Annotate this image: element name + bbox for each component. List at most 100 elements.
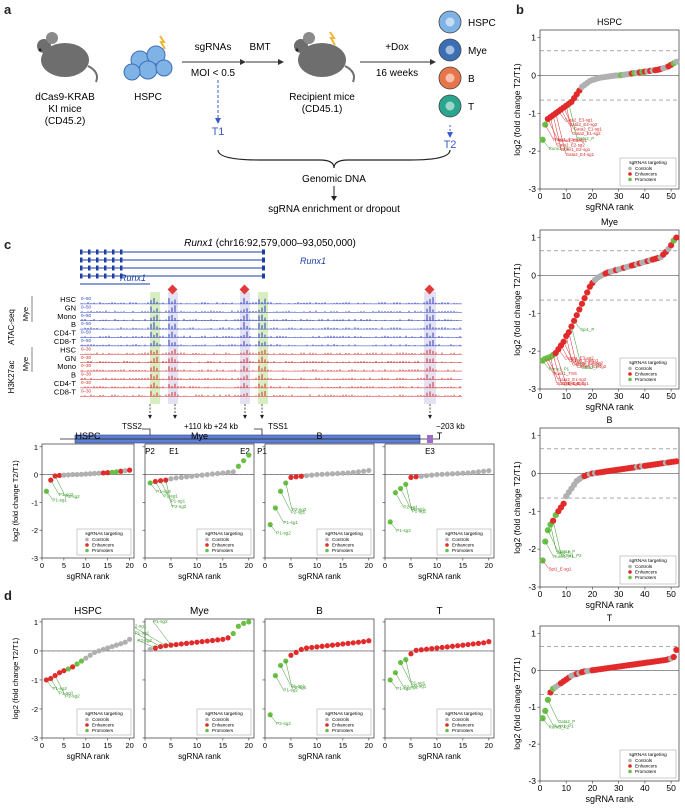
x-axis-label: sgRNA rank <box>67 572 111 581</box>
data-point <box>423 473 430 479</box>
point-annotation: P1-sg2 <box>276 531 291 536</box>
legend-item: Controls <box>92 537 110 542</box>
legend-item: Controls <box>452 537 470 542</box>
data-point <box>127 636 133 642</box>
schematic-panel-a: dCas9-KRAB KI mice (CD45.2) HSPC sgRNAs … <box>35 10 496 215</box>
x-tick-label: 50 <box>666 589 676 599</box>
sgrnas-label: sgRNAs <box>195 42 232 53</box>
legend-item: Promoters <box>212 548 234 553</box>
point-annotation: P2-sg2 <box>137 638 152 643</box>
y-axis-label: log2 (fold change T2/T1) <box>512 63 522 156</box>
annotation-leader <box>50 678 59 693</box>
point-annotation: Gata2_E4-sg2 <box>569 122 598 127</box>
legend-box <box>619 555 677 585</box>
exon-mark <box>96 249 99 255</box>
data-point <box>52 672 58 679</box>
legend-title: sgRNAs targeting <box>85 531 123 537</box>
x-axis-label: sgRNA rank <box>585 794 634 804</box>
data-point <box>465 470 471 476</box>
legend-marker <box>85 537 89 542</box>
point-annotation: Spi1_P <box>580 327 594 332</box>
data-point <box>199 639 205 645</box>
legend-marker <box>325 728 329 733</box>
legend-item: Controls <box>332 537 350 542</box>
element-highlight <box>240 292 250 404</box>
x-tick-label: 10 <box>561 191 571 201</box>
point-annotation: P1-sg1 <box>59 691 74 696</box>
element-highlight <box>258 292 268 404</box>
legend-marker <box>628 570 632 574</box>
legend-marker <box>445 537 449 542</box>
legend-item: Controls <box>635 564 653 569</box>
legend-title: sgRNAs targeting <box>325 711 363 717</box>
element-label: P1 <box>257 447 267 456</box>
y-axis-label: log2 (fold change T2/T1) <box>512 461 522 554</box>
legend-marker <box>628 172 632 176</box>
data-point <box>272 505 278 511</box>
data-point <box>109 469 115 475</box>
point-annotation: P1-sg1 <box>135 631 150 636</box>
point-annotation: P1-sg1 <box>52 497 67 502</box>
y-tick-label: 0 <box>34 471 38 480</box>
x-tick-label: 0 <box>538 589 543 599</box>
exon-mark <box>80 249 83 255</box>
data-point <box>105 470 111 476</box>
data-point <box>345 640 351 646</box>
annotation-leader <box>275 507 284 523</box>
legend-marker <box>85 543 89 547</box>
mouse-icon-donor <box>37 32 98 83</box>
data-point <box>413 474 419 480</box>
data-point <box>542 707 549 714</box>
track-row-label: B <box>71 320 76 329</box>
data-point <box>105 645 111 651</box>
data-point <box>230 469 236 475</box>
legend-title: sgRNAs targeting <box>629 160 667 166</box>
annotation-leader <box>54 675 66 696</box>
point-annotation: P2-sg2 <box>403 685 418 690</box>
panel-label-a: a <box>4 2 12 17</box>
data-point <box>122 639 128 645</box>
data-point <box>355 469 362 475</box>
exon-mark <box>112 249 115 255</box>
data-point <box>303 473 310 479</box>
y-tick-label: -3 <box>528 384 536 394</box>
data-point <box>387 677 393 683</box>
data-point <box>122 468 128 474</box>
y-tick-label: -3 <box>528 582 536 592</box>
data-point <box>199 472 205 478</box>
x-tick-label: 50 <box>666 391 676 401</box>
data-point <box>127 467 133 473</box>
data-point <box>309 472 315 478</box>
h3k27ac-label: H3K27ac <box>7 361 16 394</box>
donor-label-1: dCas9-KRAB <box>35 92 95 103</box>
data-point <box>147 480 153 486</box>
legend-marker <box>628 575 632 580</box>
annotation-leader <box>550 524 557 553</box>
point-annotation: Runx1_P1 <box>549 367 570 372</box>
data-point <box>465 641 471 648</box>
data-point <box>329 471 336 477</box>
data-point <box>542 538 549 545</box>
exon-mark <box>112 265 115 271</box>
plot-frame <box>539 625 680 782</box>
x-tick-label: 10 <box>82 741 90 750</box>
data-point <box>481 468 487 474</box>
y-tick-label: -2 <box>528 739 536 749</box>
x-tick-label: 10 <box>193 741 201 750</box>
y-tick-label: 1 <box>34 443 38 452</box>
plot-frame <box>384 443 495 559</box>
data-point <box>475 469 482 475</box>
chart-title: T <box>607 613 613 623</box>
data-point <box>350 469 356 475</box>
data-point <box>418 647 424 653</box>
x-tick-label: 15 <box>339 561 347 570</box>
point-annotation: P1-sg2 <box>283 688 298 693</box>
data-point <box>288 474 294 480</box>
track-row-range: 0–30 <box>81 346 92 351</box>
legend-item: Controls <box>452 717 470 722</box>
chart-title: HSPC <box>74 606 102 617</box>
annotation-leader <box>558 111 565 120</box>
annotation-leader <box>395 492 404 507</box>
point-annotation: P1-sg2 <box>396 686 411 691</box>
